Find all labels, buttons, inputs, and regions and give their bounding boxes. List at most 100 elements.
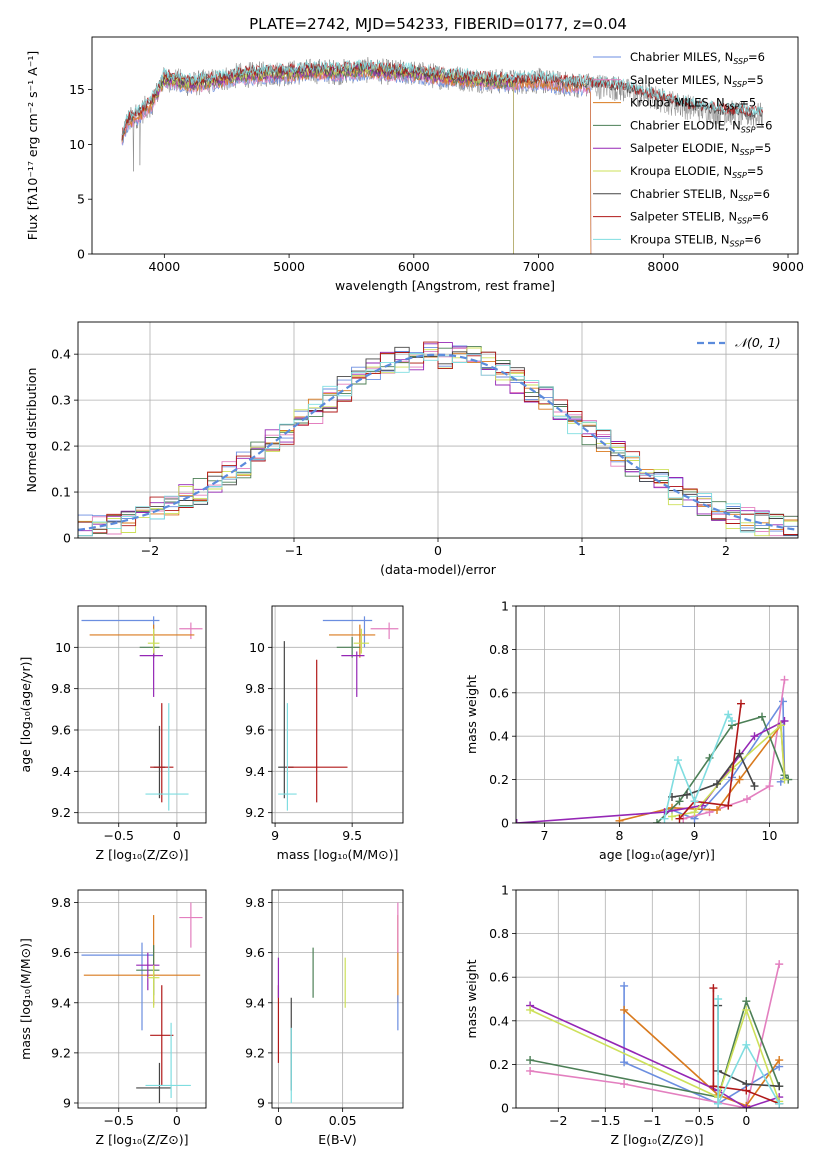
weight-marker xyxy=(724,710,733,719)
y-tick-label: 0.4 xyxy=(489,1013,509,1028)
weight-marker xyxy=(775,1099,784,1108)
y-tick-label: 0.2 xyxy=(489,1057,509,1072)
y-tick-label: 0.1 xyxy=(51,485,71,500)
x-axis-label: age [log₁₀(age/yr)] xyxy=(599,847,715,862)
panel-mass_vs_EBV: 0 0.05 9 9.2 9.4 9.6 9.8 E(B-V) xyxy=(245,889,404,1147)
weight-marker xyxy=(668,812,676,821)
x-axis-label: Z [log₁₀(Z/Z⊙)] xyxy=(96,1132,189,1147)
errorbar-point xyxy=(150,985,174,1086)
errorbar-point xyxy=(179,902,203,948)
weight-line-chabrier-elodie xyxy=(529,998,780,1099)
weight-marker xyxy=(735,749,744,758)
y-tick-label: 10 xyxy=(55,640,71,655)
legend-entry-main: Chabrier STELIB, N xyxy=(630,187,738,201)
x-tick-label: 0.05 xyxy=(329,1113,357,1128)
legend-entry: Salpeter STELIB, NSSP=6 xyxy=(630,210,769,226)
panel-residuals: −2 −1 0 1 2 0 0.1 0.2 0.3 0.4 (data-model)/error No… xyxy=(24,321,799,577)
y-tick-label: 0.4 xyxy=(51,347,71,362)
legend-entry-tail: =6 xyxy=(753,187,770,201)
x-tick-label: 0 xyxy=(274,1113,282,1128)
weight-marker xyxy=(526,1056,535,1065)
y-tick-label: 10 xyxy=(69,137,85,152)
plot-area xyxy=(526,960,784,1108)
weight-marker xyxy=(780,717,789,726)
errorbar-point xyxy=(147,628,160,654)
weight-marker xyxy=(675,797,684,806)
weight-marker xyxy=(690,808,699,817)
legend-entry-main: Kroupa STELIB, N xyxy=(630,232,730,246)
errorbar-point xyxy=(81,616,160,648)
y-tick-label: 10 xyxy=(249,640,265,655)
errorbar-point xyxy=(179,622,203,640)
y-axis-label: mass weight xyxy=(464,675,479,754)
x-axis-label: (data-model)/error xyxy=(380,562,497,577)
weight-marker xyxy=(750,732,759,741)
axes-frame xyxy=(515,889,799,1109)
weight-marker xyxy=(742,1005,751,1014)
legend-entry-main: Kroupa ELODIE, N xyxy=(630,164,732,178)
legend-entry-tail: =5 xyxy=(747,164,764,178)
weight-line-kroupa-miles xyxy=(623,1009,780,1107)
x-tick-label: 8 xyxy=(616,828,624,843)
x-axis-label: wavelength [Angstrom, rest frame] xyxy=(335,278,555,293)
gaussian-reference-curve xyxy=(78,353,798,531)
y-axis-label: mass [log₁₀(M/M⊙)] xyxy=(18,938,33,1060)
weight-marker xyxy=(775,960,784,969)
legend-entry-tail: =6 xyxy=(756,118,773,132)
x-tick-label: −0.5 xyxy=(684,1113,714,1128)
panel-spectrum: 4000 5000 6000 7000 8000 9000 0 5 10 15 wavelength… xyxy=(25,36,804,293)
weight-marker xyxy=(742,1040,751,1049)
weight-marker xyxy=(709,984,718,993)
y-tick-label: 9.2 xyxy=(245,1045,265,1060)
axes-frame xyxy=(515,605,799,824)
errorbar-point xyxy=(139,637,160,658)
errorbar-point xyxy=(322,616,373,648)
plot-area xyxy=(81,616,203,811)
weight-marker xyxy=(758,712,766,721)
legend-entry: Kroupa ELODIE, NSSP=5 xyxy=(630,164,764,180)
legend-entry-sub: SSP xyxy=(740,148,755,157)
legend-entry-main: Salpeter STELIB, N xyxy=(630,210,737,224)
errorbar-point xyxy=(150,703,174,803)
y-tick-label: 9.2 xyxy=(245,805,265,820)
x-tick-label: 2 xyxy=(722,543,730,558)
weight-marker xyxy=(675,814,684,823)
errorbar-point xyxy=(353,628,370,654)
legend-entry: Chabrier STELIB, NSSP=6 xyxy=(630,187,770,203)
weight-marker xyxy=(683,790,691,799)
y-tick-label: 9.4 xyxy=(51,995,71,1010)
x-tick-label: 6000 xyxy=(398,259,430,274)
x-tick-label: 7000 xyxy=(523,259,555,274)
legend-entry: Salpeter ELODIE, NSSP=5 xyxy=(630,141,771,157)
weight-marker xyxy=(709,1082,718,1091)
weight-marker xyxy=(690,797,699,806)
plot-area xyxy=(78,341,798,537)
y-tick-label: 1 xyxy=(501,883,509,898)
x-axis-label: mass [log₁₀(M/M⊙)] xyxy=(277,847,399,862)
x-tick-label: 8000 xyxy=(647,259,679,274)
y-tick-label: 9.2 xyxy=(51,805,71,820)
x-tick-label: −2 xyxy=(549,1113,567,1128)
legend-entry-main: Kroupa MILES, N xyxy=(630,96,725,110)
weight-line-salpeter-elodie xyxy=(529,1004,780,1108)
x-tick-label: −1 xyxy=(643,1113,661,1128)
weight-marker xyxy=(620,1058,629,1067)
weight-marker xyxy=(620,981,629,990)
weight-marker xyxy=(780,775,789,784)
weight-marker xyxy=(743,795,751,804)
y-axis-label: mass weight xyxy=(464,959,479,1038)
errorbar-point xyxy=(370,622,399,640)
x-tick-label: 9000 xyxy=(772,259,804,274)
weight-line-kroupa-elodie xyxy=(529,1007,780,1102)
y-tick-label: 0.8 xyxy=(489,926,509,941)
axes-frame xyxy=(77,321,799,539)
x-tick-label: 9 xyxy=(691,828,699,843)
weight-marker xyxy=(735,775,744,784)
weight-line-salpeter-stelib xyxy=(678,703,742,820)
errorbar-point xyxy=(278,703,297,811)
y-tick-label: 0.6 xyxy=(489,685,509,700)
errorbar-point xyxy=(145,703,189,811)
legend-entry-main: Salpeter ELODIE, N xyxy=(630,141,740,155)
errorbar-point xyxy=(341,651,365,697)
x-axis-label: Z [log₁₀(Z/Z⊙)] xyxy=(96,847,189,862)
